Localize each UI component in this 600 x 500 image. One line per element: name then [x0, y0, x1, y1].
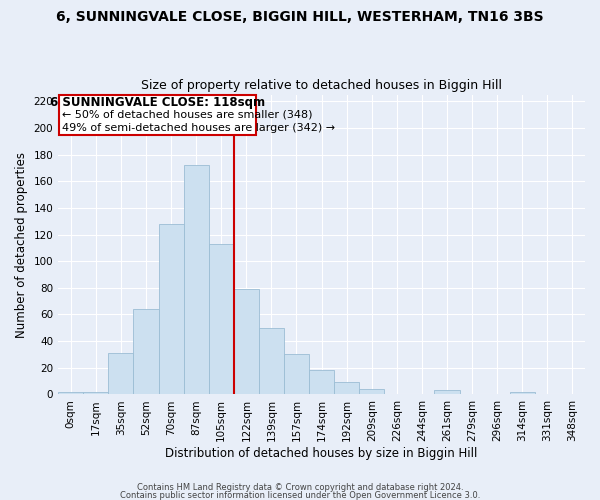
Text: 49% of semi-detached houses are larger (342) →: 49% of semi-detached houses are larger (…: [62, 122, 335, 132]
Bar: [510, 392, 535, 394]
Text: Contains public sector information licensed under the Open Government Licence 3.: Contains public sector information licen…: [120, 490, 480, 500]
Bar: [109, 353, 133, 395]
Bar: [58, 392, 83, 394]
Text: 6, SUNNINGVALE CLOSE, BIGGIN HILL, WESTERHAM, TN16 3BS: 6, SUNNINGVALE CLOSE, BIGGIN HILL, WESTE…: [56, 10, 544, 24]
Bar: [434, 390, 460, 394]
Y-axis label: Number of detached properties: Number of detached properties: [15, 152, 28, 338]
Text: ← 50% of detached houses are smaller (348): ← 50% of detached houses are smaller (34…: [62, 110, 313, 120]
Bar: [334, 382, 359, 394]
Title: Size of property relative to detached houses in Biggin Hill: Size of property relative to detached ho…: [141, 79, 502, 92]
Bar: [309, 370, 334, 394]
Text: Contains HM Land Registry data © Crown copyright and database right 2024.: Contains HM Land Registry data © Crown c…: [137, 484, 463, 492]
Bar: [259, 328, 284, 394]
FancyBboxPatch shape: [59, 94, 256, 134]
Bar: [158, 224, 184, 394]
Bar: [284, 354, 309, 395]
Bar: [184, 165, 209, 394]
Bar: [359, 389, 385, 394]
Bar: [83, 392, 109, 394]
Bar: [234, 289, 259, 395]
X-axis label: Distribution of detached houses by size in Biggin Hill: Distribution of detached houses by size …: [166, 447, 478, 460]
Bar: [209, 244, 234, 394]
Text: 6 SUNNINGVALE CLOSE: 118sqm: 6 SUNNINGVALE CLOSE: 118sqm: [50, 96, 265, 109]
Bar: [133, 309, 158, 394]
